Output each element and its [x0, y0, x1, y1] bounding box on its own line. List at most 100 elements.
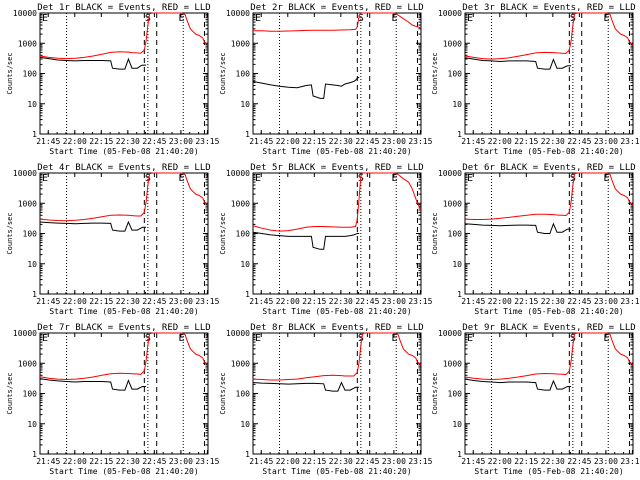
y-tick-label: 10	[452, 420, 462, 429]
left-e-marker: E	[42, 333, 48, 344]
y-tick-label: 10000	[226, 169, 250, 178]
y-tick-label: 10	[240, 260, 250, 269]
y-tick-label: 1	[245, 130, 250, 139]
x-tick-label: 23:15	[620, 457, 640, 466]
left-e-marker: E	[467, 173, 473, 184]
y-tick-label: 100	[236, 70, 251, 79]
series-events	[464, 378, 572, 391]
x-tick-label: 22:15	[89, 297, 113, 306]
end-marker: E	[391, 173, 397, 184]
y-tick-label: 1	[245, 450, 250, 459]
x-tick-label: 22:15	[302, 297, 326, 306]
x-tick-label: 22:45	[355, 297, 379, 306]
left-e-marker: E	[467, 333, 473, 344]
y-tick-label: 100	[448, 390, 463, 399]
x-tick-label: 22:45	[142, 297, 166, 306]
x-axis-label: Start Time (05-Feb-08 21:40:20)	[49, 147, 198, 156]
x-axis-label: Start Time (05-Feb-08 21:40:20)	[49, 307, 198, 316]
y-tick-label: 100	[236, 390, 251, 399]
panel-title: Det 8r BLACK = Events, RED = LLD	[250, 323, 423, 333]
y-tick-label: 1000	[18, 359, 37, 368]
y-tick-label: 100	[23, 390, 38, 399]
end-marker: E	[178, 333, 184, 344]
x-tick-label: 22:00	[488, 137, 512, 146]
y-axis-label: Counts/sec	[219, 372, 227, 414]
x-tick-label: 22:30	[329, 297, 353, 306]
x-tick-label: 22:00	[276, 457, 300, 466]
panel-9: Det 9r BLACK = Events, RED = LLD 1 10 100 10…	[431, 323, 640, 476]
panel-title: Det 5r BLACK = Events, RED = LLD	[250, 163, 423, 173]
x-axis-label: Start Time (05-Feb-08 21:40:20)	[474, 467, 623, 476]
series-lld	[39, 172, 209, 222]
series-events	[464, 222, 572, 234]
series-lld	[252, 172, 422, 232]
start-marker: S	[358, 13, 364, 24]
x-tick-label: 22:45	[355, 137, 379, 146]
x-tick-label: 23:00	[169, 137, 193, 146]
x-tick-label: 23:15	[620, 297, 640, 306]
end-marker: E	[603, 173, 609, 184]
x-tick-label: 22:45	[567, 297, 591, 306]
start-marker: S	[570, 333, 576, 344]
x-tick-label: 23:00	[594, 137, 618, 146]
x-tick-label: 22:30	[116, 137, 140, 146]
series-events	[464, 57, 572, 70]
x-tick-label: 22:45	[567, 137, 591, 146]
x-tick-label: 21:45	[36, 297, 60, 306]
x-tick-label: 21:45	[461, 457, 485, 466]
x-tick-label: 22:00	[276, 137, 300, 146]
x-tick-label: 21:45	[461, 297, 485, 306]
y-tick-label: 100	[448, 70, 463, 79]
series-events	[252, 231, 360, 250]
panel-title: Det 3r BLACK = Events, RED = LLD	[462, 3, 635, 13]
y-tick-label: 100	[236, 230, 251, 239]
x-axis-label: Start Time (05-Feb-08 21:40:20)	[474, 307, 623, 316]
panel-title: Det 6r BLACK = Events, RED = LLD	[462, 163, 635, 173]
x-tick-label: 22:45	[142, 457, 166, 466]
series-lld	[253, 12, 422, 32]
y-tick-label: 10000	[438, 329, 462, 338]
y-tick-label: 10000	[226, 329, 250, 338]
y-tick-label: 10000	[13, 9, 37, 18]
x-tick-label: 22:15	[514, 297, 538, 306]
y-tick-label: 1000	[443, 39, 462, 48]
x-tick-label: 23:00	[169, 457, 193, 466]
x-tick-label: 22:00	[276, 297, 300, 306]
y-tick-label: 10000	[438, 169, 462, 178]
y-tick-label: 1	[32, 450, 37, 459]
series-lld	[464, 12, 634, 60]
series-events	[39, 56, 147, 70]
start-marker: S	[570, 13, 576, 24]
y-axis-label: Counts/sec	[431, 52, 439, 94]
x-tick-label: 22:15	[302, 137, 326, 146]
y-tick-label: 1	[457, 130, 462, 139]
y-tick-label: 10	[452, 100, 462, 109]
y-tick-label: 1000	[443, 199, 462, 208]
end-marker: E	[391, 333, 397, 344]
x-tick-label: 22:30	[329, 137, 353, 146]
x-tick-label: 21:45	[36, 457, 60, 466]
x-tick-label: 22:45	[567, 457, 591, 466]
y-tick-label: 100	[23, 70, 38, 79]
x-tick-label: 21:45	[249, 297, 273, 306]
x-tick-label: 22:30	[541, 297, 565, 306]
series-lld	[252, 332, 422, 381]
left-e-marker: E	[467, 13, 473, 24]
x-tick-label: 22:00	[63, 297, 87, 306]
y-tick-label: 10	[27, 420, 37, 429]
x-tick-label: 22:00	[488, 457, 512, 466]
y-tick-label: 1000	[231, 199, 250, 208]
x-tick-label: 22:15	[302, 457, 326, 466]
y-tick-label: 1000	[18, 39, 37, 48]
x-tick-label: 22:30	[541, 457, 565, 466]
x-tick-label: 23:15	[408, 137, 432, 146]
panel-6: Det 6r BLACK = Events, RED = LLD 1 10 100 10…	[431, 163, 640, 316]
series-events	[252, 76, 360, 99]
series-events	[39, 378, 147, 391]
y-tick-label: 1000	[18, 199, 37, 208]
y-tick-label: 1	[457, 450, 462, 459]
start-marker: S	[145, 173, 151, 184]
panel-title: Det 2r BLACK = Events, RED = LLD	[250, 3, 423, 13]
x-tick-label: 22:30	[116, 457, 140, 466]
